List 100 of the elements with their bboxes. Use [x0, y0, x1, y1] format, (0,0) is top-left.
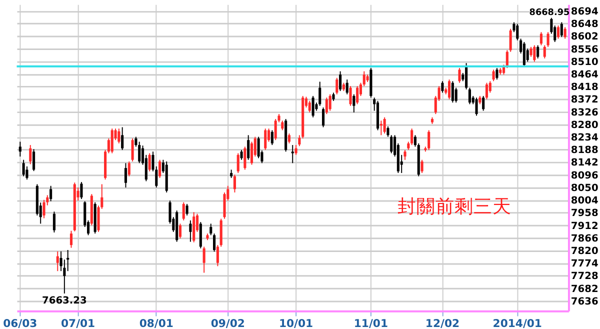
y-tick-label: 8142: [570, 158, 598, 169]
candlestick: [240, 149, 243, 160]
x-tick-label: 08/01: [139, 317, 174, 329]
candlestick: [536, 44, 540, 59]
candlestick: [492, 69, 495, 82]
candlestick: [110, 128, 114, 154]
candlestick: [236, 152, 240, 174]
candlestick: [404, 149, 406, 160]
candlestick: [128, 160, 130, 177]
candlestick: [233, 174, 236, 193]
candlestick: [29, 144, 32, 165]
candlestick: [356, 86, 359, 105]
x-tick-label: 07/01: [61, 317, 96, 329]
candlestick: [210, 223, 212, 236]
candlestick: [560, 22, 563, 38]
candlestick: [186, 203, 188, 216]
candlestick: [178, 223, 182, 239]
candlestick: [288, 133, 290, 144]
y-tick-label: 8372: [570, 94, 598, 106]
candlestick: [485, 82, 488, 100]
candlestick: [32, 148, 36, 172]
candlestick: [312, 95, 314, 118]
y-tick-label: 7912: [570, 220, 598, 232]
candlestick: [264, 128, 267, 150]
y-tick-label: 8050: [570, 182, 598, 194]
y-tick-label: 7958: [570, 208, 598, 220]
candlestick: [199, 222, 202, 249]
y-tick-label: 7636: [570, 296, 598, 308]
candlestick: [131, 138, 134, 162]
y-tick-label: 7774: [570, 258, 598, 270]
x-tick-label: 09/02: [210, 317, 245, 329]
candlestick: [346, 79, 348, 95]
candlestick: [244, 146, 246, 170]
candlestick: [148, 152, 151, 172]
candlestick: [386, 126, 390, 138]
candlestick: [308, 100, 311, 113]
candlestick: [530, 46, 532, 58]
candlestick: [543, 44, 546, 59]
annotation: 8668.95: [529, 8, 570, 18]
y-tick-label: 8326: [570, 107, 598, 118]
y-tick-label: 7820: [570, 246, 598, 257]
candlestick: [270, 130, 274, 146]
candlestick: [451, 80, 454, 104]
candlestick: [465, 62, 468, 90]
candlestick: [420, 159, 424, 174]
candlestick: [496, 68, 498, 80]
candlestick: [328, 94, 332, 112]
candlestick: [257, 136, 260, 159]
candlestick: [158, 159, 162, 178]
candlestick: [546, 32, 550, 48]
candlestick: [56, 250, 59, 272]
x-tick-label: 2014/01: [492, 317, 542, 329]
candlestick: [118, 128, 120, 144]
candlestick: [454, 87, 458, 104]
annotation: 7663.23: [42, 295, 87, 306]
candlestick: [121, 126, 124, 150]
y-tick-label: 8188: [570, 145, 598, 156]
candlestick: [533, 44, 536, 62]
x-tick-label: 11/01: [354, 317, 388, 329]
candlestick: [458, 68, 461, 84]
candlestick: [281, 120, 284, 131]
y-tick-label: 8418: [570, 82, 598, 94]
candlestick: [448, 79, 451, 100]
candlestick: [336, 77, 338, 95]
candlestick: [124, 162, 128, 188]
candlestick: [274, 118, 277, 141]
candlestick: [216, 244, 219, 267]
candlestick: [390, 134, 393, 154]
candlestick: [410, 128, 414, 146]
candlestick: [325, 97, 328, 115]
y-tick-label: 8004: [570, 196, 598, 207]
y-tick-label: 8510: [570, 56, 598, 68]
y-tick-label: 8694: [570, 6, 598, 18]
candlestick: [339, 70, 342, 92]
candlestick: [70, 230, 73, 248]
candlestick: [202, 246, 206, 274]
y-tick-label: 8280: [570, 120, 598, 131]
candlestick: [52, 211, 56, 233]
candlestick: [522, 41, 526, 67]
candlestick: [468, 87, 471, 105]
y-tick-label: 7682: [570, 284, 598, 295]
candlestick: [189, 220, 192, 242]
candlestick: [50, 185, 52, 202]
candlestick: [247, 134, 250, 160]
candlestick: [80, 182, 83, 200]
candlestick: [556, 25, 560, 40]
candlestick: [475, 97, 478, 116]
candlestick: [182, 202, 185, 221]
candlestick: [509, 28, 512, 52]
x-tick-label: 12/02: [425, 317, 460, 329]
candlestick: [138, 141, 141, 164]
candlestick: [349, 86, 352, 106]
candlestick: [18, 141, 22, 158]
candlestick: [250, 141, 254, 166]
candlestick: [540, 32, 543, 46]
candlestick: [488, 80, 492, 94]
candlestick: [42, 199, 46, 219]
candlestick: [564, 26, 566, 40]
candlestick: [516, 23, 519, 41]
candlestick: [22, 159, 25, 177]
